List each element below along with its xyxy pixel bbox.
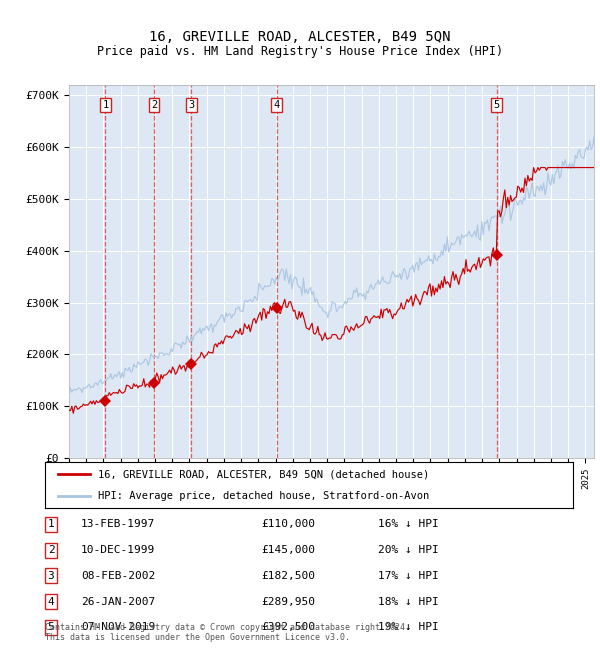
Text: 1: 1 xyxy=(103,100,109,110)
Text: 5: 5 xyxy=(494,100,500,110)
Text: 5: 5 xyxy=(47,623,55,632)
Text: £289,950: £289,950 xyxy=(261,597,315,606)
Text: 18% ↓ HPI: 18% ↓ HPI xyxy=(378,597,439,606)
Text: 2: 2 xyxy=(47,545,55,555)
Text: 4: 4 xyxy=(274,100,280,110)
Text: 16% ↓ HPI: 16% ↓ HPI xyxy=(378,519,439,529)
Text: 16, GREVILLE ROAD, ALCESTER, B49 5QN (detached house): 16, GREVILLE ROAD, ALCESTER, B49 5QN (de… xyxy=(98,469,429,479)
Text: £145,000: £145,000 xyxy=(261,545,315,555)
Text: £182,500: £182,500 xyxy=(261,571,315,581)
Text: 19% ↓ HPI: 19% ↓ HPI xyxy=(378,623,439,632)
Text: 08-FEB-2002: 08-FEB-2002 xyxy=(81,571,155,581)
Text: 26-JAN-2007: 26-JAN-2007 xyxy=(81,597,155,606)
Text: £392,500: £392,500 xyxy=(261,623,315,632)
Text: 2: 2 xyxy=(151,100,157,110)
Text: 10-DEC-1999: 10-DEC-1999 xyxy=(81,545,155,555)
Text: 3: 3 xyxy=(47,571,55,581)
Text: 1: 1 xyxy=(47,519,55,529)
Text: Contains HM Land Registry data © Crown copyright and database right 2024.
This d: Contains HM Land Registry data © Crown c… xyxy=(45,623,410,642)
Text: 3: 3 xyxy=(188,100,194,110)
Text: HPI: Average price, detached house, Stratford-on-Avon: HPI: Average price, detached house, Stra… xyxy=(98,491,429,500)
Text: 20% ↓ HPI: 20% ↓ HPI xyxy=(378,545,439,555)
Text: 17% ↓ HPI: 17% ↓ HPI xyxy=(378,571,439,581)
Text: 13-FEB-1997: 13-FEB-1997 xyxy=(81,519,155,529)
Text: 16, GREVILLE ROAD, ALCESTER, B49 5QN: 16, GREVILLE ROAD, ALCESTER, B49 5QN xyxy=(149,31,451,44)
Text: 4: 4 xyxy=(47,597,55,606)
Text: Price paid vs. HM Land Registry's House Price Index (HPI): Price paid vs. HM Land Registry's House … xyxy=(97,46,503,58)
Text: £110,000: £110,000 xyxy=(261,519,315,529)
Text: 07-NOV-2019: 07-NOV-2019 xyxy=(81,623,155,632)
